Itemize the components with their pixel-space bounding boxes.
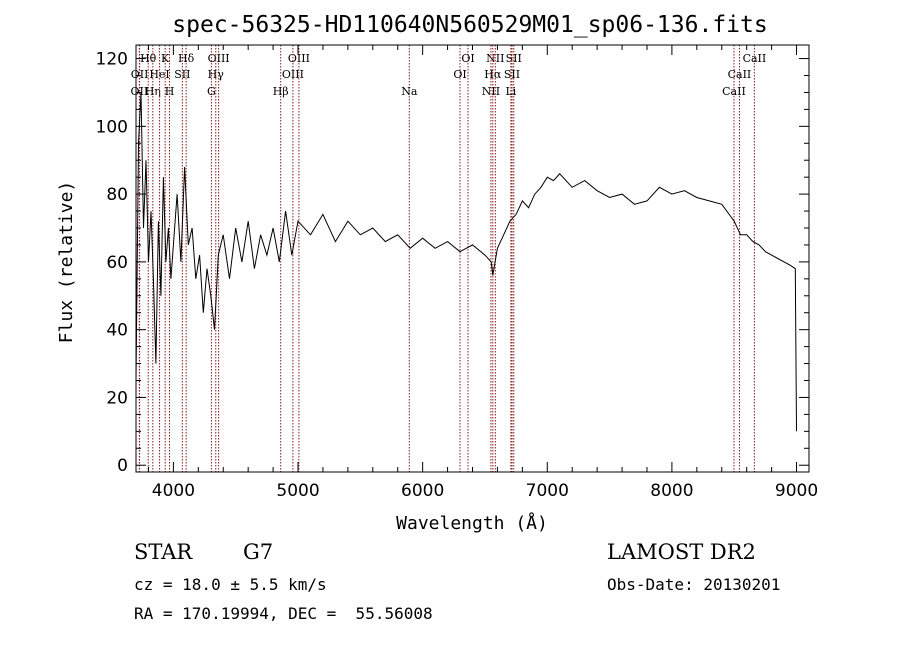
line-label-1: OII bbox=[131, 68, 149, 81]
ra-dec-coordinates: RA = 170.19994, DEC = 55.56008 bbox=[134, 604, 433, 623]
line-label-16: OI bbox=[461, 52, 474, 65]
line-label-11: G bbox=[207, 85, 216, 98]
y-tick-label-5: 100 bbox=[96, 117, 128, 137]
redshift-value: cz = 18.0 ± 5.5 km/s bbox=[134, 575, 327, 594]
object-subclass: G7 bbox=[243, 540, 274, 564]
y-tick-label-1: 20 bbox=[106, 388, 128, 408]
axis-ticks: 4000 5000 6000 7000 8000 9000 0 20 40 60 80 100 120 bbox=[96, 45, 818, 501]
survey-name: LAMOST DR2 bbox=[607, 540, 756, 564]
x-tick-label-1: 5000 bbox=[276, 481, 319, 501]
object-class: STAR bbox=[134, 540, 193, 564]
line-label-21: SII bbox=[506, 52, 522, 65]
observation-date: Obs-Date: 20130201 bbox=[607, 575, 781, 594]
y-tick-label-3: 60 bbox=[106, 253, 128, 273]
line-label-4: K bbox=[161, 52, 170, 65]
y-tick-label-4: 80 bbox=[106, 185, 128, 205]
y-tick-label-2: 40 bbox=[106, 321, 128, 341]
line-label-15: Na bbox=[401, 85, 418, 98]
y-axis-label: Flux (relative) bbox=[56, 181, 77, 344]
line-label-3: Hη bbox=[145, 85, 161, 98]
chart-title: spec-56325-HD110640N560529M01_sp06-136.f… bbox=[172, 12, 767, 38]
line-label-25: CaII bbox=[728, 68, 752, 81]
x-tick-label-3: 7000 bbox=[526, 481, 569, 501]
y-tick-label-0: 0 bbox=[117, 456, 128, 476]
line-label-10: Hγ bbox=[208, 68, 225, 81]
line-label-8: Hδ bbox=[178, 52, 195, 65]
line-label-19: Hα bbox=[484, 68, 502, 81]
series-line-0 bbox=[135, 92, 797, 432]
line-label-24: CaII bbox=[743, 52, 767, 65]
spectrum-chart: spec-56325-HD110640N560529M01_sp06-136.f… bbox=[56, 12, 818, 534]
flux-series bbox=[135, 92, 797, 432]
x-tick-label-0: 4000 bbox=[152, 481, 195, 501]
line-label-26: CaII bbox=[722, 85, 746, 98]
line-label-12: Hβ bbox=[273, 85, 289, 98]
line-label-14: OIII bbox=[282, 68, 304, 81]
line-label-23: Li bbox=[505, 85, 516, 98]
plot-frame bbox=[135, 44, 810, 473]
line-label-20: NII bbox=[482, 85, 500, 98]
x-tick-label-4: 8000 bbox=[650, 481, 693, 501]
line-label-13: OIII bbox=[288, 52, 310, 65]
line-label-17: OI bbox=[453, 68, 466, 81]
x-axis-label: Wavelength (Å) bbox=[396, 512, 548, 534]
line-label-6: H bbox=[165, 85, 175, 98]
line-label-9: OIII bbox=[208, 52, 230, 65]
line-label-18: NII bbox=[486, 52, 504, 65]
x-tick-label-2: 6000 bbox=[401, 481, 444, 501]
y-tick-label-6: 120 bbox=[96, 50, 128, 70]
line-label-7: SII bbox=[174, 68, 190, 81]
line-label-5: HeI bbox=[149, 68, 169, 81]
x-tick-label-5: 9000 bbox=[775, 481, 818, 501]
line-label-22: SII bbox=[504, 68, 520, 81]
